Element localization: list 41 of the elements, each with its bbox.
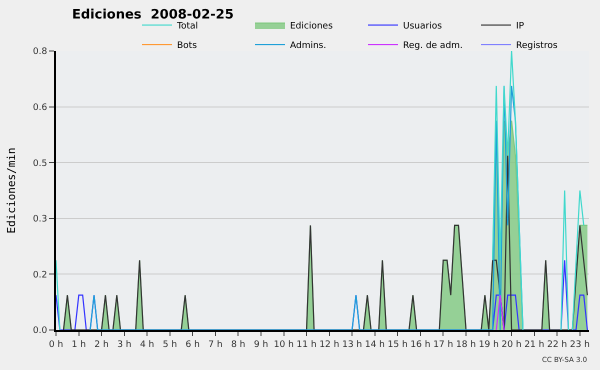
legend-label: Usuarios xyxy=(403,22,442,32)
legend-label: IP xyxy=(516,22,525,32)
x-tick-label: 18 h xyxy=(456,340,476,350)
legend-label: Registros xyxy=(516,41,558,52)
y-axis-title: Ediciones/min xyxy=(5,147,18,234)
y-tick-label: 0.2 xyxy=(32,270,48,280)
chart-title: Ediciones 2008-02-25 xyxy=(72,7,234,22)
y-tick-label: 0.5 xyxy=(32,158,48,169)
x-tick-label: 22 h xyxy=(547,340,568,350)
x-tick-label: 19 h xyxy=(478,340,499,350)
x-tick-label: 15 h xyxy=(388,340,408,350)
line-series xyxy=(62,155,588,330)
x-tick-label: 11 h xyxy=(296,340,317,350)
x-tick-label: 0 h xyxy=(48,340,64,350)
y-tick-label: 0.3 xyxy=(32,214,48,225)
legend-label: Admins. xyxy=(290,41,326,52)
x-tick-label: 2 h xyxy=(94,340,109,350)
x-tick-label: 13 h xyxy=(342,340,362,350)
x-tick-label: 20 h xyxy=(502,340,522,350)
legend-label: Total xyxy=(176,22,198,32)
x-tick-label: 8 h xyxy=(231,340,246,350)
x-tick-label: 4 h xyxy=(140,340,154,350)
x-tick-label: 5 h xyxy=(162,340,178,350)
x-tick-label: 7 h xyxy=(208,340,223,350)
x-tick-label: 3 h xyxy=(117,340,132,350)
y-tick-label: 0.0 xyxy=(32,326,48,336)
legend-label: Reg. de adm. xyxy=(403,41,463,52)
x-tick-label: 10 h xyxy=(274,340,294,350)
y-tick-label: 0.8 xyxy=(32,47,48,58)
x-tick-label: 1 h xyxy=(72,340,86,350)
x-tick-label: 17 h xyxy=(433,340,454,350)
x-tick-label: 9 h xyxy=(254,340,268,350)
y-tick-label: 0.6 xyxy=(32,102,48,113)
x-tick-label: 12 h xyxy=(319,340,340,350)
x-tick-label: 6 h xyxy=(186,340,200,350)
x-tick-label: 23 h xyxy=(570,340,590,350)
x-tick-label: 16 h xyxy=(410,340,430,350)
x-tick-label: 21 h xyxy=(524,340,544,350)
legend-label: Ediciones xyxy=(290,22,334,32)
x-tick-label: 14 h xyxy=(364,340,385,350)
legend-label: Bots xyxy=(177,41,198,52)
